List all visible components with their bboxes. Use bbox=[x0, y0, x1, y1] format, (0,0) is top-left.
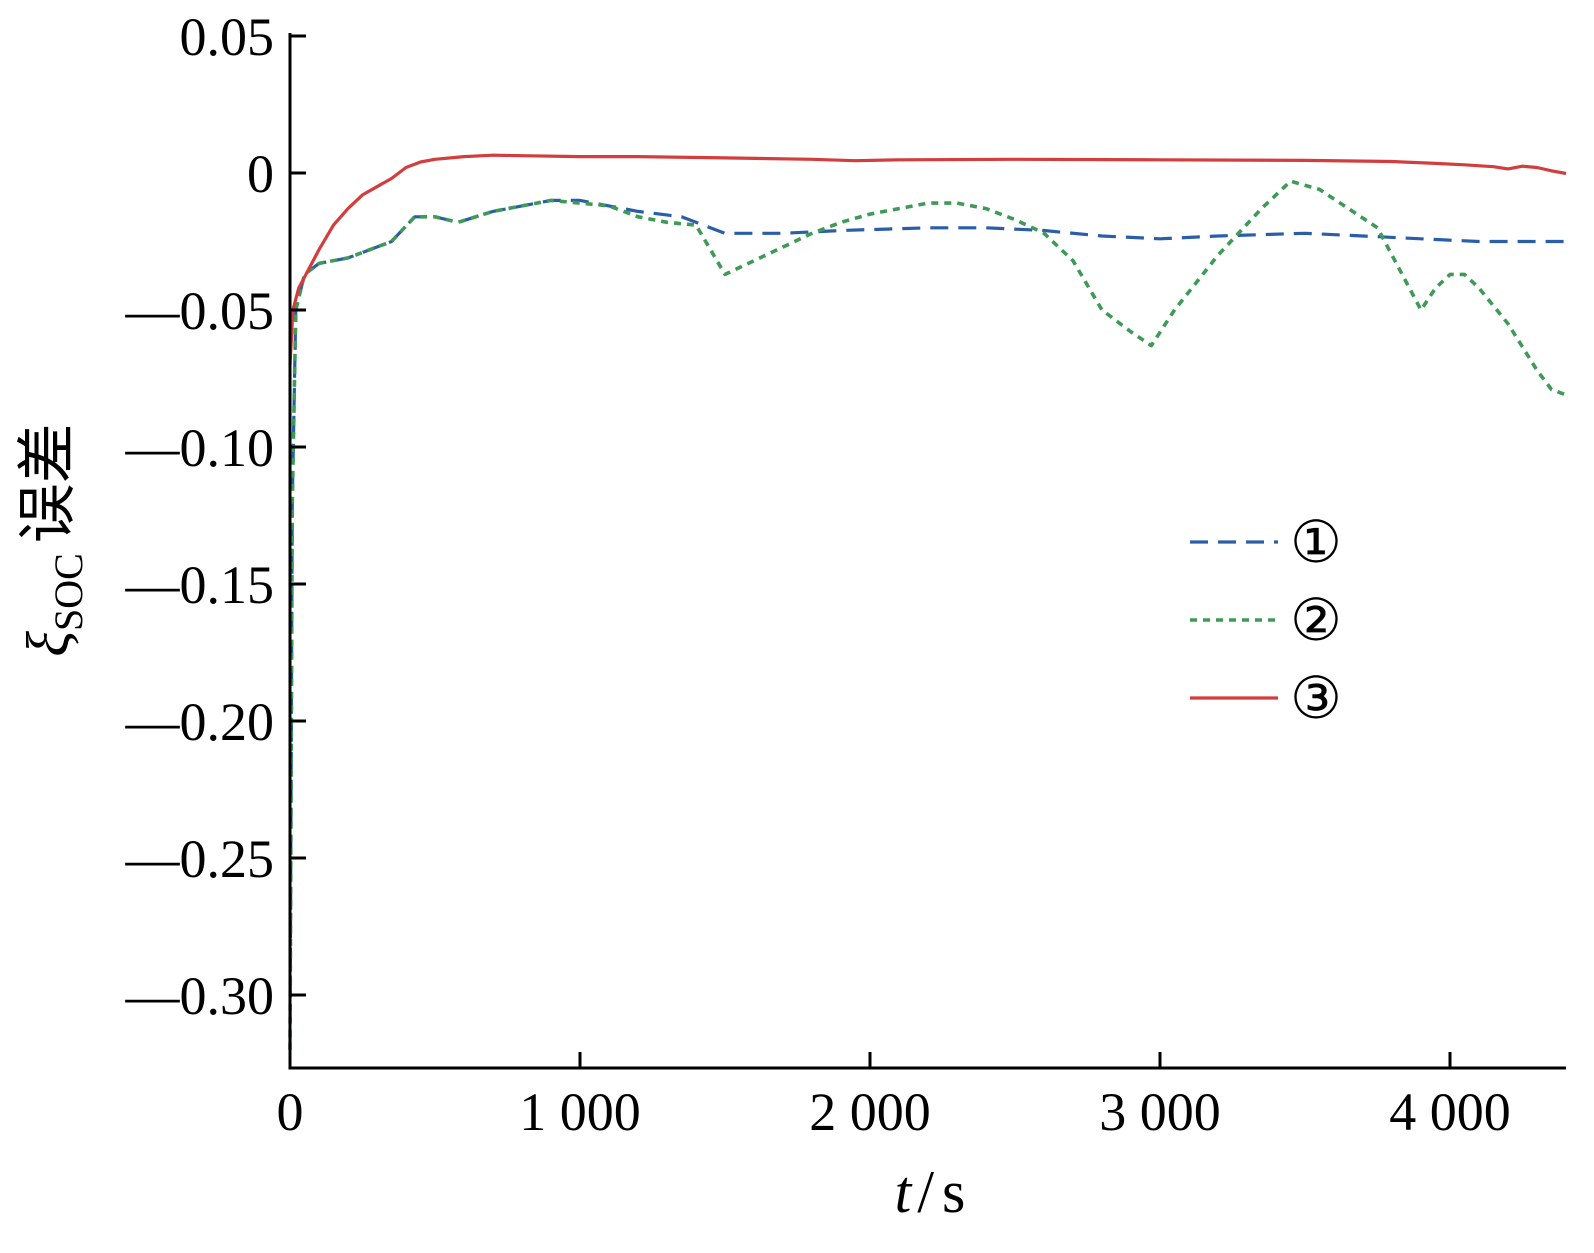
x-tick-label-3: 3 000 bbox=[1099, 1082, 1221, 1142]
series-layer bbox=[288, 153, 1567, 1050]
y-tick-label-4: —0.15 bbox=[125, 555, 275, 615]
x-axis-label: t / s bbox=[895, 1159, 966, 1225]
y-tick-label-2: —0.05 bbox=[125, 281, 275, 341]
series-line-2 bbox=[288, 179, 1567, 1050]
x-tick-label-1: 1 000 bbox=[519, 1082, 641, 1142]
series-line-3 bbox=[288, 153, 1567, 365]
y-axis-label-sub: SOC bbox=[46, 553, 91, 631]
y-tick-label-5: —0.20 bbox=[125, 692, 275, 752]
x-axis-label-var: t bbox=[895, 1159, 913, 1225]
x-axis-label-unit: s bbox=[942, 1159, 965, 1225]
ticks-layer: 0.050—0.05—0.10—0.15—0.20—0.25—0.300 1 00… bbox=[125, 7, 1511, 1142]
y-tick-label-1: 0 bbox=[247, 144, 274, 204]
y-tick-label-3: —0.10 bbox=[125, 418, 275, 478]
y-axis-label-symbol: ξ bbox=[15, 631, 81, 657]
y-axis-label-text: 误差 bbox=[15, 423, 81, 543]
y-axis-label: ξSOC 误差 bbox=[15, 423, 91, 657]
axes-layer bbox=[288, 33, 1566, 1070]
x-axis-label-sep: / bbox=[917, 1159, 934, 1225]
series-line-1 bbox=[288, 198, 1566, 1050]
x-tick-label-2: 2 000 bbox=[809, 1082, 931, 1142]
legend-label-1: ① bbox=[1290, 510, 1342, 575]
y-tick-label-7: —0.30 bbox=[125, 966, 275, 1026]
legend: ① ② ③ bbox=[1190, 510, 1342, 731]
y-tick-label-6: —0.25 bbox=[125, 829, 275, 889]
x-tick-label-0: 0 bbox=[277, 1082, 304, 1142]
legend-label-2: ② bbox=[1290, 588, 1342, 653]
y-tick-label-0: 0.05 bbox=[180, 7, 275, 67]
legend-label-3: ③ bbox=[1290, 666, 1342, 731]
x-tick-label-4: 4 000 bbox=[1389, 1082, 1511, 1142]
